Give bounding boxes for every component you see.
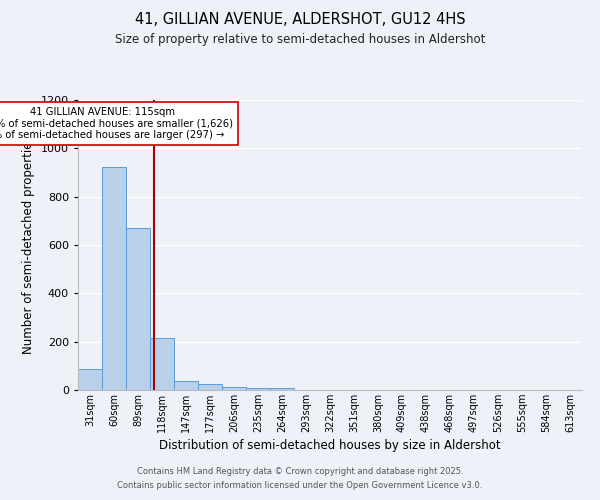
X-axis label: Distribution of semi-detached houses by size in Aldershot: Distribution of semi-detached houses by … [159,439,501,452]
Bar [198,384,222,390]
Text: 41 GILLIAN AVENUE: 115sqm
← 84% of semi-detached houses are smaller (1,626)
15% : 41 GILLIAN AVENUE: 115sqm ← 84% of semi-… [0,108,233,140]
Text: 41, GILLIAN AVENUE, ALDERSHOT, GU12 4HS: 41, GILLIAN AVENUE, ALDERSHOT, GU12 4HS [134,12,466,28]
Text: Contains HM Land Registry data © Crown copyright and database right 2025.: Contains HM Land Registry data © Crown c… [137,467,463,476]
Bar [270,388,294,390]
Bar [150,338,174,390]
Bar [174,381,198,390]
Text: Size of property relative to semi-detached houses in Aldershot: Size of property relative to semi-detach… [115,32,485,46]
Bar [222,386,246,390]
Y-axis label: Number of semi-detached properties: Number of semi-detached properties [22,136,35,354]
Bar [78,369,102,390]
Bar [126,228,150,390]
Bar [246,388,270,390]
Bar [102,168,126,390]
Text: Contains public sector information licensed under the Open Government Licence v3: Contains public sector information licen… [118,481,482,490]
